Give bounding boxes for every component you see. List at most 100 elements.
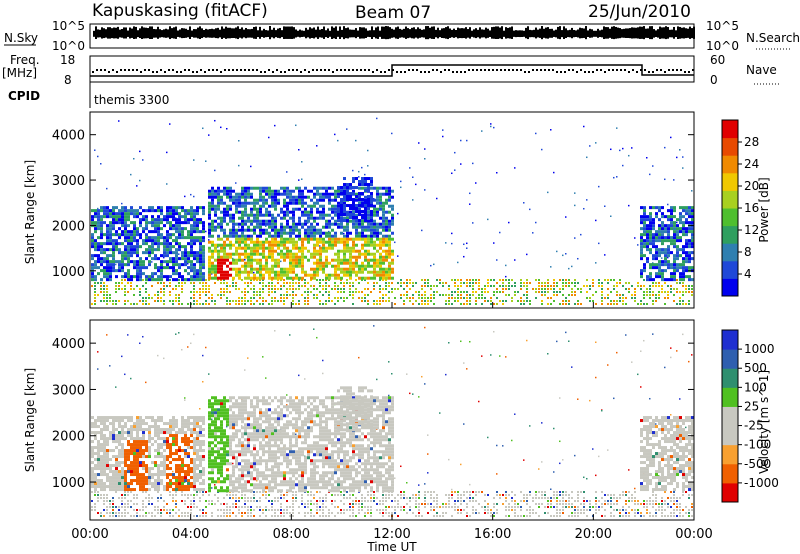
noise-bar <box>693 26 695 39</box>
range-cell <box>121 242 124 246</box>
range-cell <box>364 288 366 290</box>
range-cell <box>448 297 450 299</box>
range-cell <box>253 186 256 190</box>
range-cell <box>367 195 370 199</box>
noise-bar <box>481 29 483 38</box>
range-cell <box>163 500 165 502</box>
range-cell <box>640 221 643 225</box>
range-cell <box>346 222 349 226</box>
range-cell <box>379 198 382 202</box>
range-cell <box>196 254 199 258</box>
range-cell <box>673 278 676 282</box>
range-cell <box>283 285 285 287</box>
range-cell <box>319 300 321 302</box>
range-cell <box>187 470 190 474</box>
range-cell <box>361 204 364 208</box>
range-cell <box>178 476 181 480</box>
range-cell <box>181 464 184 468</box>
noise-bar <box>477 29 479 38</box>
range-cell <box>286 213 289 217</box>
range-cell <box>685 206 688 210</box>
range-cell <box>157 294 159 296</box>
range-cell <box>181 254 184 258</box>
range-cell <box>439 294 441 296</box>
range-cell <box>163 506 165 508</box>
range-cell <box>214 210 217 214</box>
range-cell <box>295 273 298 277</box>
range-cell <box>436 285 438 287</box>
range-cell <box>355 270 358 274</box>
range-cell <box>367 225 370 229</box>
noise-bar <box>521 30 523 38</box>
range-cell <box>364 207 367 211</box>
range-cell <box>475 291 477 293</box>
range-cell <box>133 230 136 234</box>
range-cell <box>379 207 382 211</box>
range-cell <box>268 276 271 280</box>
range-cell <box>181 482 184 486</box>
range-cell <box>361 264 364 268</box>
range-cell <box>166 476 169 480</box>
range-cell <box>268 189 271 193</box>
range-cell <box>124 452 127 456</box>
range-cell <box>127 275 130 279</box>
range-cell <box>619 300 621 302</box>
range-cell <box>511 300 513 302</box>
range-cell <box>184 503 186 505</box>
range-cell <box>520 288 522 290</box>
range-cell <box>307 303 309 305</box>
range-cell <box>220 291 222 293</box>
freq-dot <box>96 69 98 71</box>
range-cell <box>160 227 163 231</box>
range-cell <box>358 234 361 238</box>
range-cell <box>100 218 103 222</box>
range-cell <box>361 180 364 184</box>
range-cell <box>91 209 94 213</box>
range-cell <box>316 207 319 211</box>
range-cell <box>622 303 624 305</box>
range-cell <box>262 279 264 281</box>
range-cell <box>244 213 247 217</box>
range-cell <box>154 272 157 276</box>
range-cell <box>310 231 313 235</box>
range-cell <box>667 209 670 213</box>
range-cell <box>193 251 196 255</box>
range-cell <box>112 227 115 231</box>
range-cell <box>655 272 658 276</box>
range-cell <box>568 282 570 284</box>
range-cell <box>130 260 133 264</box>
range-cell <box>172 300 174 302</box>
range-cell <box>133 428 136 432</box>
range-cell <box>208 279 210 281</box>
range-cell <box>259 276 262 280</box>
range-cell <box>277 270 280 274</box>
range-cell <box>334 192 337 196</box>
range-cell <box>685 209 688 213</box>
range-cell <box>601 285 603 287</box>
range-cell <box>118 242 121 246</box>
range-cell <box>649 236 652 240</box>
range-cell <box>214 273 217 277</box>
range-cell <box>667 215 670 219</box>
freq-dot <box>488 69 490 71</box>
range-cell <box>184 512 186 514</box>
range-cell <box>310 207 313 211</box>
range-cell <box>343 234 346 238</box>
range-cell <box>193 440 196 444</box>
range-cell <box>349 264 352 268</box>
range-cell <box>157 236 160 240</box>
range-cell <box>247 258 250 262</box>
range-cell <box>229 216 232 220</box>
range-cell <box>451 294 453 296</box>
range-cell <box>100 291 102 293</box>
range-cell <box>250 297 252 299</box>
range-cell <box>133 497 135 499</box>
range-cell <box>184 440 187 444</box>
range-cell <box>343 228 346 232</box>
range-cell <box>220 273 223 277</box>
range-cell <box>175 437 178 441</box>
range-cell <box>199 282 201 284</box>
range-cell <box>238 258 241 262</box>
range-cell <box>277 201 280 205</box>
